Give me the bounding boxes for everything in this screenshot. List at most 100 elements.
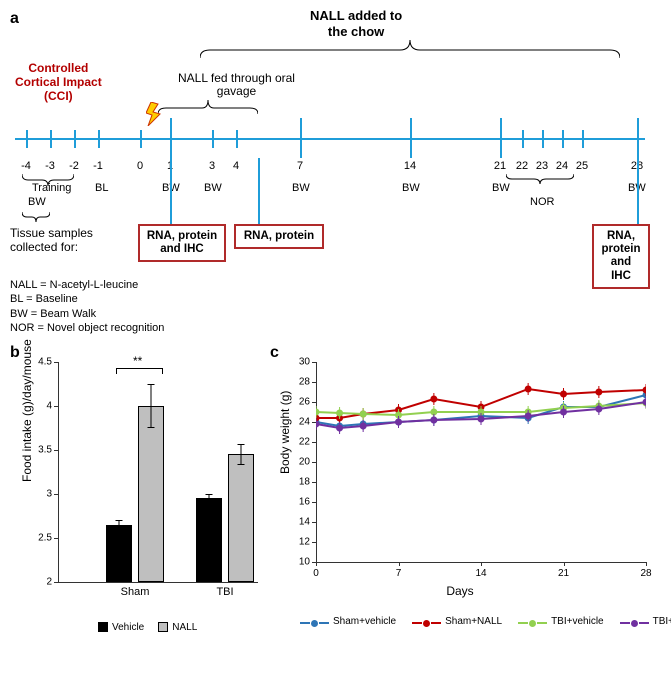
- connector-line: [637, 158, 639, 224]
- x-tick-label: Sham: [121, 586, 150, 598]
- tick-label: -2: [69, 160, 79, 172]
- x-tick-label: 28: [640, 568, 651, 579]
- y-axis: [58, 362, 59, 582]
- line-chart-plot: 101214161820222426283007142128: [316, 362, 646, 582]
- panel-c-xlabel: Days: [446, 584, 473, 598]
- tissue-collected-label: Tissue samplescollected for:: [10, 226, 93, 255]
- y-tick-label: 22: [299, 437, 310, 448]
- data-marker: [316, 409, 320, 416]
- legend-item: TBI+NALL: [620, 616, 671, 627]
- bar: [106, 525, 132, 582]
- x-axis: [58, 582, 258, 583]
- timeline-baseline: [15, 138, 645, 140]
- tick-label: -4: [21, 160, 31, 172]
- y-tick-label: 3.5: [38, 445, 52, 456]
- swatch-nall: [158, 622, 168, 632]
- y-tick-label: 10: [299, 557, 310, 568]
- timeline-axis: -4-3-2-10134714212223242528: [10, 118, 650, 158]
- bw-brace: [22, 212, 50, 222]
- gavage-label: NALL fed through oralgavage: [178, 72, 295, 98]
- significance-marker: **: [133, 354, 142, 368]
- abbrev-def: BL = Baseline: [10, 292, 164, 306]
- abbreviation-legend: NALL = N-acetyl-L-leucineBL = BaselineBW…: [10, 278, 164, 335]
- timeline-tick: [410, 118, 412, 158]
- timeline-annotation: BL: [95, 182, 108, 194]
- tick-label: 24: [556, 160, 568, 172]
- panel-b-legend: Vehicle NALL: [98, 622, 197, 633]
- timeline-annotation: BW: [492, 182, 510, 194]
- timeline-annotation: BW: [292, 182, 310, 194]
- timeline-tick: [582, 130, 584, 148]
- tick-label: 21: [494, 160, 506, 172]
- timeline-tick: [170, 118, 172, 158]
- x-tick-label: 7: [396, 568, 402, 579]
- y-tick-label: 24: [299, 417, 310, 428]
- y-tick-label: 16: [299, 497, 310, 508]
- panel-b-bar-chart: b Food intake (g)/day/mouse 22.533.544.5…: [10, 344, 270, 664]
- y-tick-label: 18: [299, 477, 310, 488]
- abbrev-def: NOR = Novel object recognition: [10, 321, 164, 335]
- legend-label: Sham+NALL: [445, 616, 502, 627]
- legend-label: TBI+vehicle: [551, 616, 604, 627]
- y-tick-label: 2: [46, 577, 52, 588]
- x-tick-label: 21: [558, 568, 569, 579]
- y-tick-label: 12: [299, 537, 310, 548]
- bar: [138, 406, 164, 582]
- error-bar: [241, 444, 242, 465]
- cci-label: ControlledCortical Impact(CCI): [15, 62, 102, 103]
- timeline-tick: [98, 130, 100, 148]
- legend-item: Sham+vehicle: [300, 616, 396, 627]
- panel-c-line-chart: c Body weight (g) 1012141618202224262830…: [270, 344, 661, 664]
- timeline-tick: [140, 130, 142, 148]
- error-bar: [151, 384, 152, 428]
- tick-label: 0: [137, 160, 143, 172]
- connector-line: [258, 158, 260, 224]
- panel-a-label: a: [10, 10, 19, 28]
- timeline-annotation: BW: [402, 182, 420, 194]
- chow-added-label: NALL added tothe chow: [310, 8, 402, 39]
- timeline-tick: [300, 118, 302, 158]
- tick-label: 4: [233, 160, 239, 172]
- timeline-tick: [562, 130, 564, 148]
- timeline-annotation: NOR: [530, 196, 554, 208]
- panel-b-ylabel: Food intake (g)/day/mouse: [20, 339, 34, 482]
- legend-item: TBI+vehicle: [518, 616, 604, 627]
- y-tick-label: 4.5: [38, 357, 52, 368]
- panel-c-label: c: [270, 344, 279, 362]
- error-bar: [209, 494, 210, 503]
- nor-brace: [506, 174, 574, 184]
- timeline-tick: [74, 130, 76, 148]
- data-marker: [643, 387, 647, 394]
- timeline-tick: [542, 130, 544, 148]
- x-tick-label: 0: [313, 568, 319, 579]
- panel-b-label: b: [10, 344, 20, 362]
- gavage-brace: [158, 100, 258, 114]
- sample-box-day28: RNA,proteinand IHC: [592, 224, 650, 289]
- tick-label: 14: [404, 160, 416, 172]
- abbrev-def: BW = Beam Walk: [10, 307, 164, 321]
- tick-label: 7: [297, 160, 303, 172]
- abbrev-def: NALL = N-acetyl-L-leucine: [10, 278, 164, 292]
- tick-label: 23: [536, 160, 548, 172]
- chow-brace: [200, 40, 620, 58]
- y-tick-label: 3: [46, 489, 52, 500]
- timeline-annotation: Training: [32, 182, 71, 194]
- legend-vehicle: Vehicle: [112, 622, 144, 633]
- panel-c-legend: Sham+vehicle Sham+NALL TBI+vehicle TBI+NALL: [300, 616, 671, 627]
- timeline-annotation: BW: [28, 196, 46, 208]
- timeline-annotation: BW: [204, 182, 222, 194]
- y-tick-label: 28: [299, 377, 310, 388]
- tick-label: 3: [209, 160, 215, 172]
- timeline-tick: [637, 118, 639, 158]
- legend-label: Sham+vehicle: [333, 616, 396, 627]
- y-tick-label: 14: [299, 517, 310, 528]
- legend-item: Sham+NALL: [412, 616, 502, 627]
- tick-label: -1: [93, 160, 103, 172]
- y-tick-label: 26: [299, 397, 310, 408]
- x-tick-label: 14: [475, 568, 486, 579]
- y-tick-label: 30: [299, 357, 310, 368]
- tick-label: 22: [516, 160, 528, 172]
- connector-line: [170, 158, 172, 224]
- bar: [228, 454, 254, 582]
- tick-label: 25: [576, 160, 588, 172]
